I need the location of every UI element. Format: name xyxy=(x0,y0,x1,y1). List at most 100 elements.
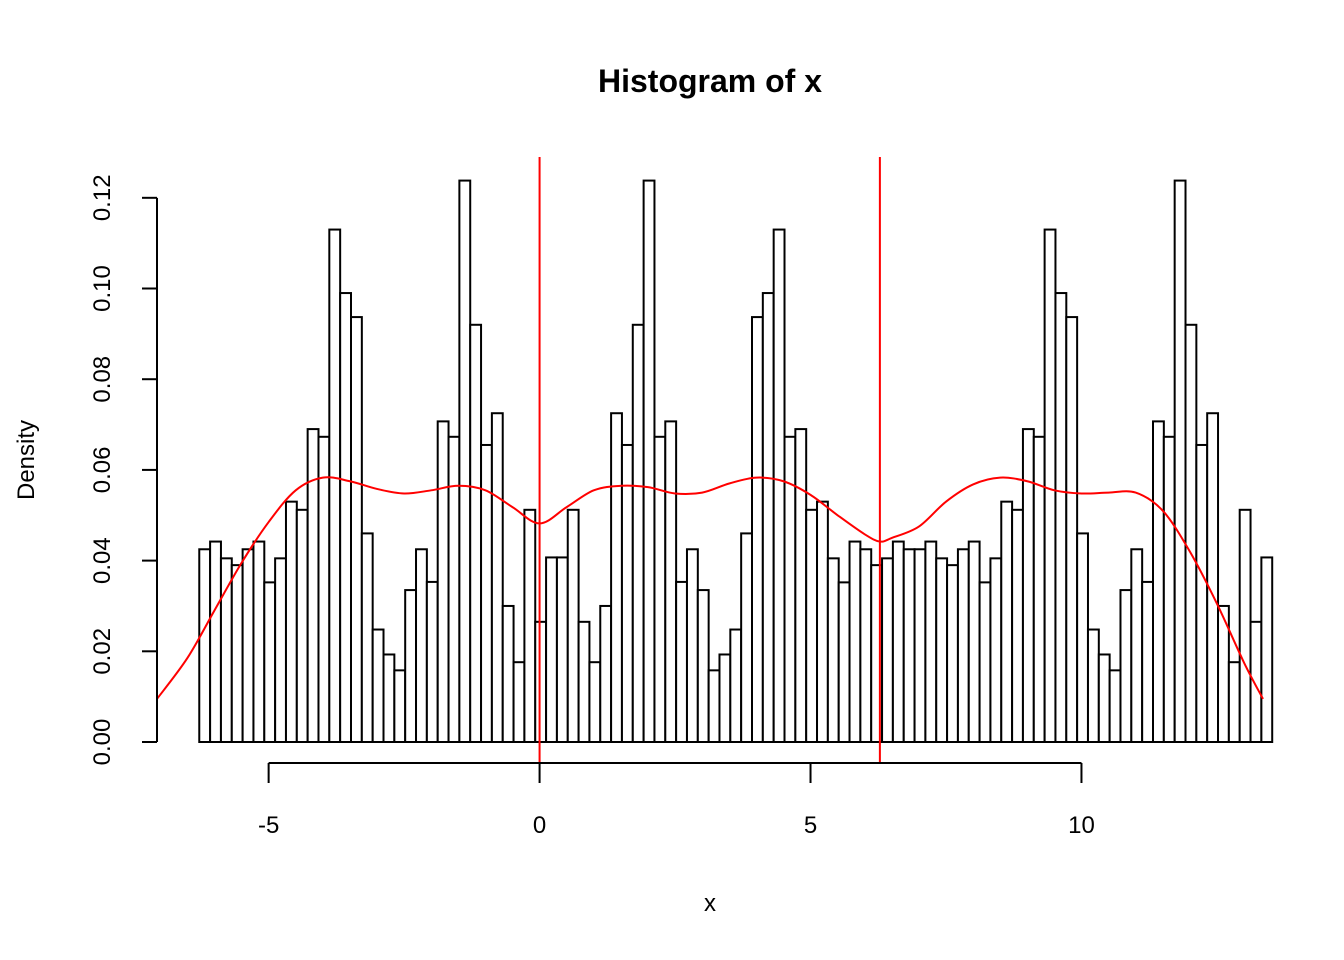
histogram-bar xyxy=(371,628,385,744)
y-tick-label: 0.00 xyxy=(89,719,116,766)
histogram-bar xyxy=(946,564,959,744)
histogram-bar xyxy=(718,653,732,743)
histogram-bar xyxy=(761,292,775,743)
histogram-bar xyxy=(512,661,526,743)
x-tick-label: 10 xyxy=(1068,812,1095,839)
histogram-bar xyxy=(696,589,710,744)
histogram-bar xyxy=(230,564,244,744)
histogram-bar xyxy=(534,620,548,744)
histogram-bar xyxy=(1065,316,1079,743)
histogram-bar xyxy=(523,508,537,743)
histogram-bar xyxy=(1000,500,1014,743)
histogram-bar xyxy=(978,581,992,743)
histogram-bar xyxy=(447,435,461,743)
histogram-bar xyxy=(1184,323,1198,743)
histogram-bar xyxy=(989,557,1003,744)
histogram-bar xyxy=(393,669,407,743)
y-tick-label: 0.06 xyxy=(89,447,116,494)
histogram-bar xyxy=(1130,548,1144,744)
histogram-bar xyxy=(588,661,602,743)
histogram-bar xyxy=(967,540,981,743)
histogram-bar xyxy=(241,548,255,744)
histogram-bar xyxy=(1173,179,1187,743)
histogram-bar xyxy=(339,292,353,743)
histogram-bar xyxy=(1227,661,1241,743)
histogram-bar xyxy=(848,540,862,743)
histogram-bar xyxy=(805,508,819,743)
histogram-bar xyxy=(1238,508,1252,743)
histogram-bar xyxy=(664,420,678,743)
x-axis-label: x xyxy=(704,890,716,917)
vertical-reference-lines xyxy=(538,157,881,763)
histogram-bar xyxy=(1152,420,1165,743)
y-tick-label: 0.08 xyxy=(89,356,116,403)
histogram-bar xyxy=(404,589,418,744)
histogram-bar xyxy=(415,548,428,744)
histogram-bar xyxy=(458,179,472,743)
histogram-bar xyxy=(501,604,515,744)
histogram-bar xyxy=(1043,228,1057,743)
histogram-bar xyxy=(252,540,266,743)
histogram-bar xyxy=(360,532,374,744)
histogram-bar xyxy=(382,653,396,743)
histogram-bar xyxy=(328,228,342,743)
histogram-bar xyxy=(306,428,320,743)
histogram-bar xyxy=(1011,508,1024,743)
histogram-bar xyxy=(859,548,873,744)
histogram-bar xyxy=(599,604,613,744)
histogram-bar xyxy=(209,540,222,743)
histogram-bar xyxy=(610,412,623,743)
histogram-bar xyxy=(436,420,450,743)
histogram-bar xyxy=(1108,669,1122,743)
histogram-bar xyxy=(1076,532,1089,744)
x-tick-label: -5 xyxy=(258,812,279,839)
histogram-bar xyxy=(1032,435,1046,743)
histogram-bars xyxy=(198,179,1274,744)
histogram-bar xyxy=(469,323,483,743)
histogram-bar xyxy=(317,435,331,743)
histogram-bar xyxy=(1249,620,1263,744)
histogram-bar xyxy=(707,669,721,743)
histogram-bar xyxy=(794,428,808,743)
density-curve xyxy=(156,476,1264,700)
histogram-bar xyxy=(956,548,970,744)
histogram-bar xyxy=(642,179,656,743)
histogram-bar xyxy=(1021,428,1035,743)
y-axis-label: Density xyxy=(13,420,40,500)
y-tick-label: 0.10 xyxy=(89,265,116,312)
histogram-bar xyxy=(1162,435,1176,743)
histogram-bar xyxy=(577,620,591,744)
y-tick-label: 0.12 xyxy=(89,174,116,221)
histogram-bar xyxy=(772,228,786,743)
x-tick-label: 0 xyxy=(533,812,546,839)
histogram-bar xyxy=(935,557,949,744)
y-tick-label: 0.04 xyxy=(89,537,116,584)
chart-title: Histogram of x xyxy=(598,63,822,99)
histogram-bar xyxy=(1119,589,1133,744)
histogram-bar xyxy=(729,628,743,744)
histogram-bar xyxy=(198,548,212,744)
x-tick-label: 5 xyxy=(804,812,817,839)
histogram-bar xyxy=(274,557,287,744)
x-axis: -5 0 5 10 xyxy=(258,762,1095,839)
histogram-bar xyxy=(891,540,905,743)
histogram-bar xyxy=(295,508,309,743)
histogram-bar xyxy=(1260,556,1274,743)
histogram-bar xyxy=(740,532,753,744)
histogram-bar xyxy=(1097,653,1111,743)
histogram-bar xyxy=(1195,443,1209,743)
histogram-bar xyxy=(837,581,851,743)
histogram-bar xyxy=(555,556,569,743)
histogram-bar xyxy=(490,412,504,743)
histogram-bar xyxy=(620,443,634,743)
histogram-bar xyxy=(631,323,645,743)
histogram-bar xyxy=(751,316,764,743)
histogram-bar xyxy=(1086,628,1100,744)
histogram-bar xyxy=(1054,292,1068,743)
histogram-bar xyxy=(425,580,439,743)
histogram-bar xyxy=(263,581,277,743)
histogram-bar xyxy=(881,557,894,744)
histogram-bar xyxy=(685,548,699,744)
histogram-bar xyxy=(566,508,580,743)
